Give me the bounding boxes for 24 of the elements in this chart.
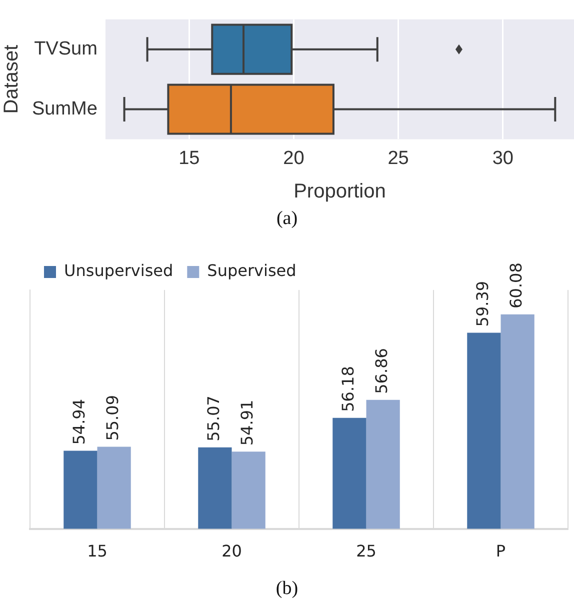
data-label: 55.07 [204,396,224,442]
legend-label: Supervised [207,261,296,280]
x-tick-label: 15 [87,542,108,561]
y-axis-title: Dataset [0,44,23,114]
data-label: 54.91 [238,400,257,446]
legend-label: Unsupervised [64,261,174,280]
data-label: 59.39 [473,280,492,327]
data-label: 56.18 [338,366,358,412]
x-axis-title: Proportion [294,180,386,203]
text: (a) [275,207,299,231]
text: (b) [274,577,300,601]
x-tick-label: 25 [356,542,376,561]
x-tick-label: 15 [178,148,200,169]
data-label: 54.94 [70,398,89,445]
x-tick-label: P [496,542,506,561]
x-tick-label: 25 [388,148,409,169]
data-label: 60.08 [506,262,526,308]
y-tick-label: TVSum [34,38,98,60]
x-tick-label: 30 [492,148,514,169]
data-label: 56.86 [372,348,392,394]
data-label: 55.09 [103,395,122,441]
x-tick-label: 20 [283,148,304,169]
x-tick-label: 20 [222,542,242,561]
y-tick-label: SumMe [32,98,98,120]
